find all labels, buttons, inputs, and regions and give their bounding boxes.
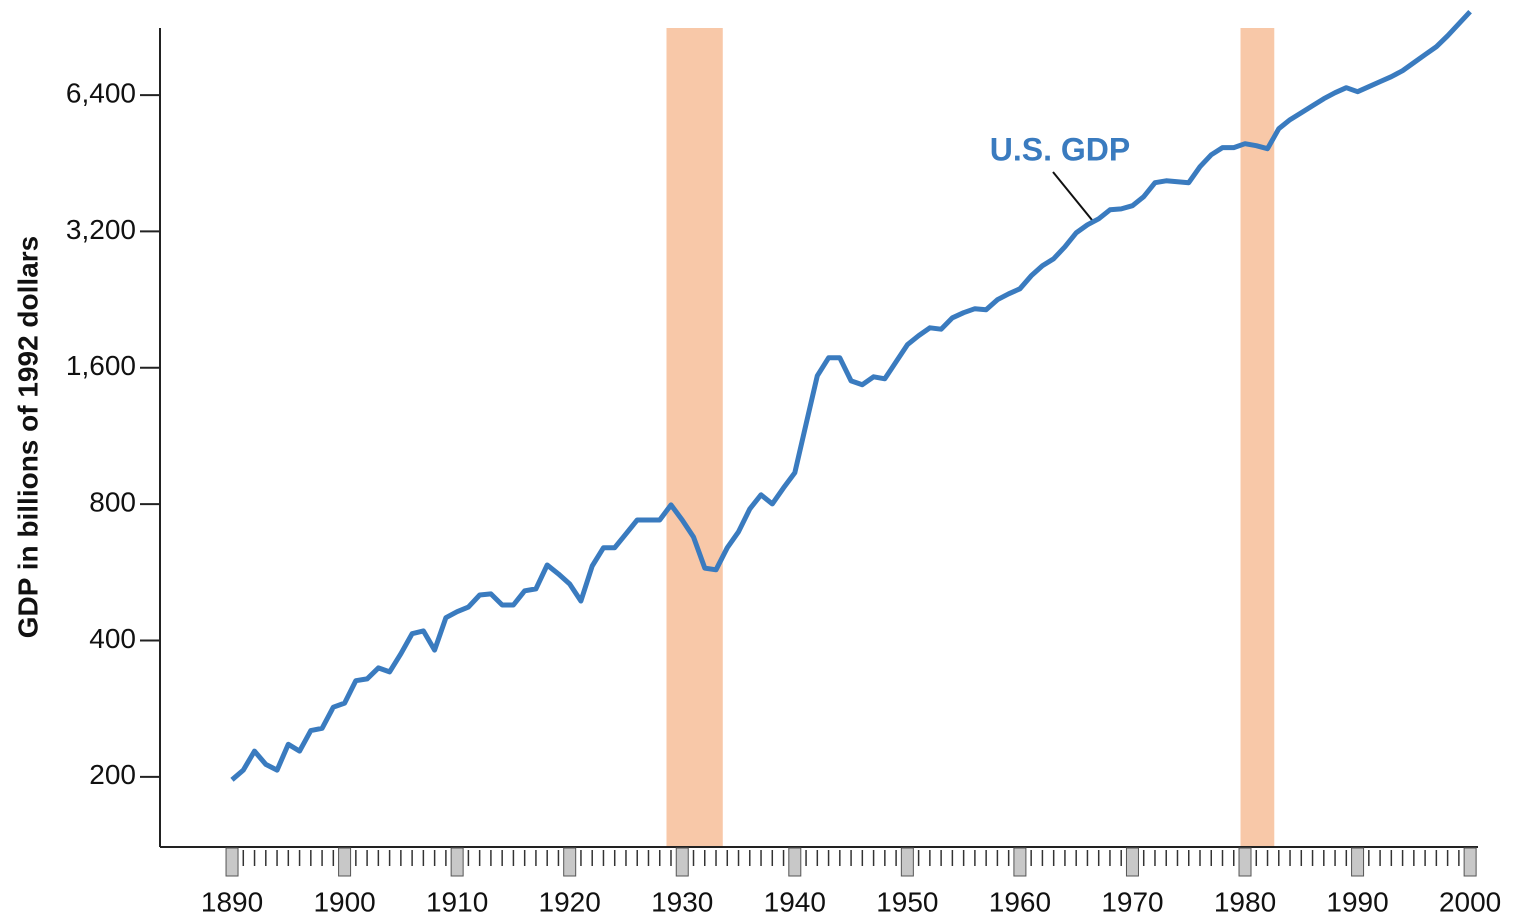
y-tick-label: 800 [89, 487, 136, 518]
y-tick-label: 400 [89, 623, 136, 654]
series-annotation: U.S. GDP [990, 131, 1130, 167]
shades [666, 28, 1275, 847]
x-tick-label: 1890 [201, 886, 263, 917]
x-tick-label: 1910 [426, 886, 488, 917]
x-major-tick [1463, 847, 1477, 877]
x-tick-label: 1970 [1101, 886, 1163, 917]
x-tick-label: 1930 [651, 886, 713, 917]
shaded-period [1240, 28, 1275, 847]
x-major-tick [788, 847, 802, 877]
x-tick-label: 1980 [1214, 886, 1276, 917]
x-major-tick [1238, 847, 1252, 877]
x-tick-label: 2000 [1439, 886, 1501, 917]
x-major-tick [450, 847, 464, 877]
x-major-tick [225, 847, 239, 877]
x-tick-label: 1920 [539, 886, 601, 917]
x-tick-label: 1950 [876, 886, 938, 917]
y-tick-label: 1,600 [66, 350, 136, 381]
x-major-tick [900, 847, 914, 877]
x-major-tick [1125, 847, 1139, 877]
x-major-tick [1013, 847, 1027, 877]
x-tick-label: 1940 [764, 886, 826, 917]
data-line [230, 9, 1472, 782]
x-major-tick [338, 847, 352, 877]
y-axis-label: GDP in billions of 1992 dollars [12, 236, 43, 638]
y-tick-label: 200 [89, 759, 136, 790]
x-major-tick [1351, 847, 1365, 877]
y-tick-label: 6,400 [66, 77, 136, 108]
y-tick-label: 3,200 [66, 214, 136, 245]
x-major-tick [675, 847, 689, 877]
annotation-leader [1052, 171, 1093, 221]
x-major-tick [563, 847, 577, 877]
x-tick-label: 1990 [1326, 886, 1388, 917]
x-tick-label: 1900 [313, 886, 375, 917]
x-tick-label: 1960 [989, 886, 1051, 917]
shaded-period [666, 28, 723, 847]
